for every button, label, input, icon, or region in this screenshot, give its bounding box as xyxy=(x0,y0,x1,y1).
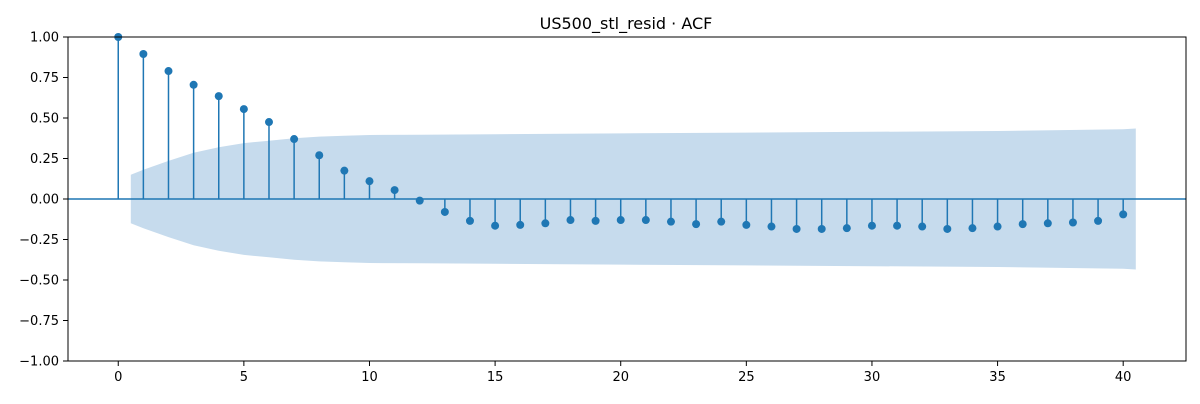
acf-point-lag-12 xyxy=(415,196,424,205)
x-tick-label: 20 xyxy=(612,370,629,385)
acf-point-lag-30 xyxy=(867,221,876,230)
acf-point-lag-24 xyxy=(717,217,726,226)
x-tick-label: 15 xyxy=(487,370,504,385)
acf-point-lag-27 xyxy=(792,224,801,233)
x-tick-label: 30 xyxy=(864,370,881,385)
acf-point-lag-40 xyxy=(1119,210,1128,219)
x-tick-label: 25 xyxy=(738,370,755,385)
acf-point-lag-28 xyxy=(817,224,826,233)
acf-point-lag-37 xyxy=(1043,219,1052,228)
acf-point-lag-18 xyxy=(566,216,575,225)
acf-point-lag-38 xyxy=(1068,218,1077,227)
stem-layer xyxy=(114,33,1128,233)
acf-point-lag-31 xyxy=(893,221,902,230)
acf-point-lag-19 xyxy=(591,216,600,225)
x-tick-label: 5 xyxy=(240,370,248,385)
acf-point-lag-6 xyxy=(264,118,273,127)
x-tick-label: 40 xyxy=(1115,370,1132,385)
axes-layer: 0 5 10 15 20 25 30 35 40 1.00 0.75 0.50 0.25 0.00 −0.2… xyxy=(19,31,1187,385)
acf-point-lag-35 xyxy=(993,222,1002,231)
acf-point-lag-1 xyxy=(139,50,148,59)
acf-point-lag-5 xyxy=(239,105,248,114)
y-tick-label: −0.25 xyxy=(19,233,59,248)
acf-point-lag-10 xyxy=(365,177,374,186)
acf-point-lag-23 xyxy=(692,220,701,229)
acf-point-lag-7 xyxy=(290,135,299,144)
acf-point-lag-20 xyxy=(616,216,625,225)
acf-point-lag-14 xyxy=(465,216,474,225)
acf-point-lag-3 xyxy=(189,80,198,89)
acf-point-lag-34 xyxy=(968,224,977,233)
chart-title: US500_stl_resid · ACF xyxy=(540,14,713,34)
acf-point-lag-9 xyxy=(340,166,349,175)
y-tick-label: −0.50 xyxy=(19,274,59,289)
acf-point-lag-33 xyxy=(943,224,952,233)
x-tick-label: 35 xyxy=(989,370,1006,385)
acf-point-lag-13 xyxy=(440,207,449,216)
acf-point-lag-15 xyxy=(491,221,500,230)
acf-point-lag-22 xyxy=(666,217,675,226)
acf-point-lag-29 xyxy=(842,224,851,233)
y-tick-label: 1.00 xyxy=(30,31,59,46)
acf-point-lag-26 xyxy=(767,222,776,231)
acf-point-lag-32 xyxy=(918,222,927,231)
y-tick-label: −1.00 xyxy=(19,355,59,370)
y-tick-label: 0.00 xyxy=(30,193,59,208)
y-tick-label: 0.50 xyxy=(30,112,59,127)
y-tick-label: −0.75 xyxy=(19,314,59,329)
acf-point-lag-8 xyxy=(315,151,324,160)
y-tick-label: 0.75 xyxy=(30,71,59,86)
y-tick-label: 0.25 xyxy=(30,152,59,167)
acf-point-lag-2 xyxy=(164,67,173,76)
x-tick-label: 0 xyxy=(114,370,122,385)
acf-point-lag-17 xyxy=(541,219,550,228)
acf-point-lag-36 xyxy=(1018,220,1027,229)
acf-point-lag-39 xyxy=(1094,216,1103,225)
acf-point-lag-21 xyxy=(641,216,650,225)
acf-point-lag-11 xyxy=(390,186,399,195)
acf-point-lag-25 xyxy=(742,220,751,229)
acf-point-lag-16 xyxy=(516,220,525,229)
acf-point-lag-4 xyxy=(214,92,223,101)
x-tick-label: 10 xyxy=(361,370,378,385)
